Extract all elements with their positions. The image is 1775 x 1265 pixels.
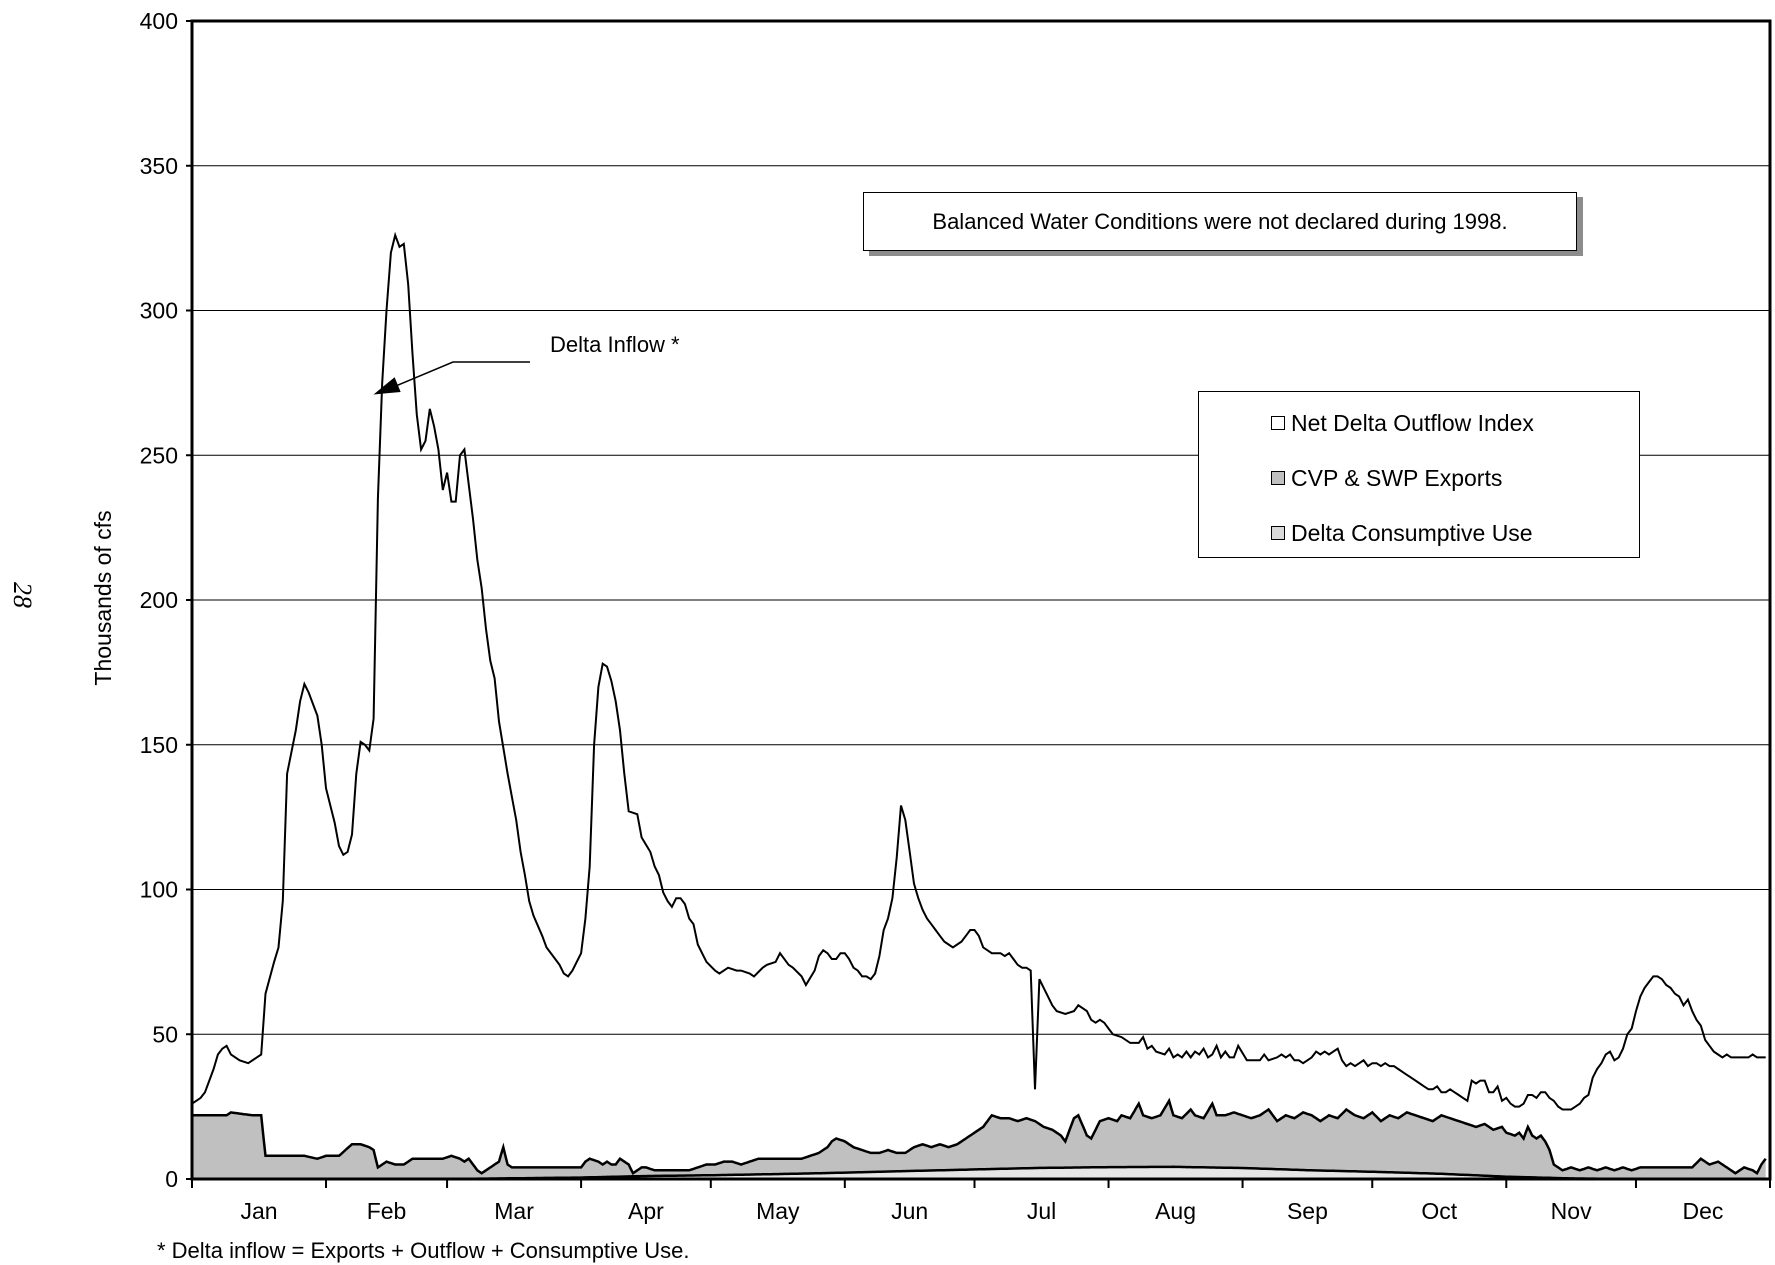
arrow-head [373, 377, 401, 395]
delta-inflow-arrow [373, 361, 530, 395]
x-tick-label: Jun [891, 1198, 928, 1224]
arrow-line [387, 361, 530, 391]
y-tick-label: 250 [140, 442, 178, 468]
legend-label: Delta Consumptive Use [1291, 520, 1533, 546]
legend-swatch-gray [1271, 471, 1285, 485]
chart-areas [192, 1100, 1766, 1179]
y-tick-label: 350 [140, 153, 178, 179]
chart-lines [191, 231, 1767, 1181]
y-axis-ticks: 0 50 100 150 200 250 300 350 400 [140, 8, 192, 1192]
y-tick-label: 200 [140, 587, 178, 613]
x-tick-label: Nov [1551, 1198, 1592, 1224]
y-tick-label: 0 [165, 1166, 178, 1192]
consumptive-use-area [192, 1166, 1766, 1179]
x-tick-label: Mar [494, 1198, 534, 1224]
x-tick-label: Dec [1683, 1198, 1724, 1224]
gridlines [192, 165, 1770, 1035]
x-tick-label: May [756, 1198, 800, 1224]
balanced-water-note: Balanced Water Conditions were not decla… [863, 192, 1577, 251]
legend-label: CVP & SWP Exports [1291, 465, 1503, 491]
y-tick-label: 300 [140, 298, 178, 324]
x-tick-label: Aug [1155, 1198, 1196, 1224]
delta-inflow-label: Delta Inflow * [550, 332, 680, 357]
x-tick-label: Sep [1287, 1198, 1328, 1224]
x-tick-label: Jan [240, 1198, 277, 1224]
x-tick-label: Oct [1421, 1198, 1457, 1224]
y-tick-label: 100 [140, 877, 178, 903]
y-tick-label: 150 [140, 732, 178, 758]
legend-swatch-lightgray [1271, 526, 1285, 540]
y-axis-title: Thousands of cfs [90, 510, 116, 686]
x-axis-ticks: Jan Feb Mar Apr May Jun Jul Aug Sep Oct Nov Dec [191, 1179, 1771, 1224]
plot-frame [190, 19, 1772, 1181]
delta-inflow-line [191, 231, 1766, 1111]
page-number: 28 [8, 582, 37, 608]
x-tick-label: Apr [628, 1198, 664, 1224]
x-tick-label: Jul [1027, 1198, 1056, 1224]
y-tick-label: 400 [140, 8, 178, 34]
footnote: * Delta inflow = Exports + Outflow + Con… [157, 1238, 690, 1263]
exports-area [192, 1100, 1766, 1179]
y-tick-label: 50 [152, 1021, 178, 1047]
exports-line [192, 1097, 1767, 1176]
legend-label: Net Delta Outflow Index [1291, 410, 1534, 436]
legend: Net Delta Outflow Index CVP & SWP Export… [1198, 391, 1640, 558]
x-tick-label: Feb [367, 1198, 407, 1224]
legend-swatch-white [1271, 416, 1285, 430]
